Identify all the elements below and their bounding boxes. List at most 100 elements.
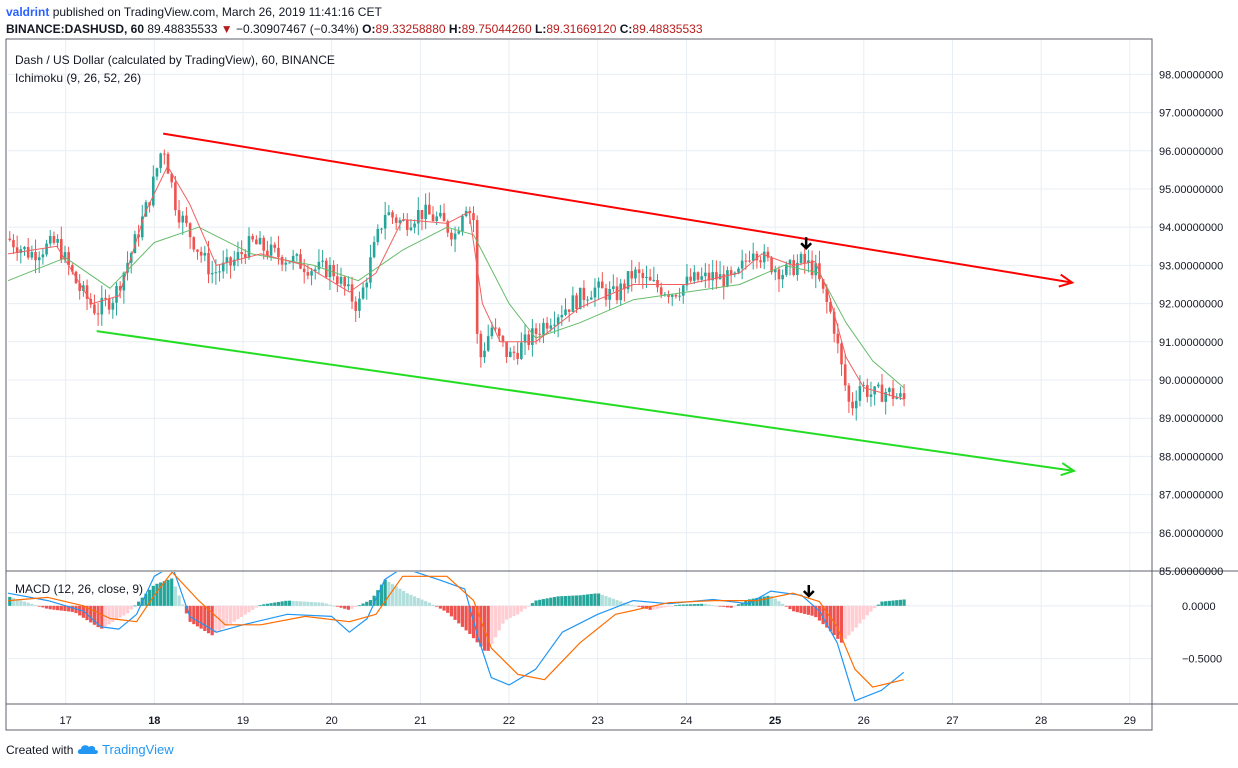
candle-body[interactable] [45, 243, 48, 255]
candle-body[interactable] [332, 264, 335, 277]
candle-body[interactable] [214, 272, 218, 274]
candle-body[interactable] [755, 253, 759, 261]
candle-body[interactable] [472, 213, 475, 221]
candle-body[interactable] [508, 351, 512, 357]
candle-body[interactable] [751, 253, 755, 261]
candle-body[interactable] [781, 274, 784, 280]
candle-body[interactable] [236, 252, 240, 260]
candle-body[interactable] [174, 182, 177, 211]
candle-body[interactable] [210, 272, 214, 275]
candle-body[interactable] [685, 276, 689, 286]
candle-body[interactable] [726, 270, 729, 287]
candle-body[interactable] [218, 271, 221, 273]
candle-body[interactable] [681, 285, 685, 296]
candle-body[interactable] [715, 272, 718, 280]
candle-body[interactable] [82, 285, 85, 291]
candle-body[interactable] [155, 168, 159, 177]
candle-body[interactable] [869, 394, 873, 397]
candle-body[interactable] [302, 268, 306, 273]
candle-body[interactable] [534, 328, 538, 334]
candle-body[interactable] [372, 242, 376, 258]
tradingview-brand[interactable]: TradingView [102, 742, 174, 757]
chart-canvas[interactable]: 17 18 19 20 21 22 23 24 25 26 27 28 29 85.00000000 86.… [0, 38, 1238, 738]
candle-body[interactable] [619, 283, 623, 301]
candle-body[interactable] [295, 254, 299, 256]
candle-body[interactable] [589, 297, 593, 300]
candle-body[interactable] [586, 299, 589, 301]
candle-body[interactable] [339, 277, 343, 284]
candle-body[interactable] [582, 287, 586, 301]
candle-body[interactable] [244, 254, 247, 258]
candle-body[interactable] [78, 283, 81, 291]
candle-body[interactable] [159, 153, 162, 169]
candle-body[interactable] [829, 301, 832, 312]
candle-body[interactable] [634, 269, 637, 279]
candle-body[interactable] [442, 212, 446, 222]
candle-body[interactable] [133, 234, 137, 254]
candle-body[interactable] [667, 294, 670, 297]
candle-body[interactable] [111, 302, 115, 310]
candle-body[interactable] [166, 153, 170, 174]
candle-body[interactable] [409, 227, 413, 230]
candle-body[interactable] [567, 309, 571, 312]
candle-body[interactable] [391, 212, 394, 218]
candle-body[interactable] [659, 287, 663, 295]
candle-body[interactable] [199, 251, 203, 256]
candle-body[interactable] [225, 257, 229, 263]
candle-body[interactable] [689, 276, 692, 281]
candle-body[interactable] [450, 232, 453, 240]
candle-body[interactable] [343, 277, 346, 287]
candle-body[interactable] [255, 239, 258, 245]
candle-body[interactable] [899, 393, 902, 397]
candle-body[interactable] [96, 313, 100, 315]
candle-body[interactable] [369, 257, 372, 283]
candle-body[interactable] [177, 210, 181, 223]
candle-body[interactable] [181, 215, 185, 223]
candle-body[interactable] [862, 385, 865, 387]
candle-body[interactable] [30, 252, 34, 258]
candle-body[interactable] [796, 262, 799, 275]
candle-body[interactable] [641, 272, 645, 279]
candle-body[interactable] [321, 260, 324, 262]
candle-body[interactable] [656, 279, 659, 288]
candle-body[interactable] [744, 260, 748, 262]
candle-body[interactable] [324, 260, 328, 278]
macd-pane[interactable] [8, 566, 906, 702]
candle-body[interactable] [593, 287, 597, 298]
author-link[interactable]: valdrint [6, 5, 50, 19]
candle-body[interactable] [501, 335, 505, 342]
candle-body[interactable] [832, 311, 836, 334]
candle-body[interactable] [85, 285, 89, 299]
candle-body[interactable] [711, 272, 715, 281]
candle-body[interactable] [12, 240, 15, 248]
candle-body[interactable] [740, 260, 744, 269]
candle-body[interactable] [825, 288, 829, 302]
candle-body[interactable] [648, 276, 652, 281]
candle-body[interactable] [553, 324, 556, 326]
candle-body[interactable] [888, 388, 891, 393]
candle-body[interactable] [347, 284, 350, 287]
candle-body[interactable] [707, 272, 711, 281]
candle-body[interactable] [207, 252, 210, 275]
candle-body[interactable] [280, 257, 284, 265]
candle-body[interactable] [858, 386, 862, 401]
candle-body[interactable] [475, 220, 479, 334]
candle-body[interactable] [420, 209, 424, 219]
candle-body[interactable] [615, 286, 619, 301]
candle-body[interactable] [100, 297, 104, 315]
candle-body[interactable] [516, 352, 519, 359]
candle-body[interactable] [376, 228, 380, 243]
candle-body[interactable] [877, 384, 880, 387]
candle-body[interactable] [63, 252, 67, 260]
candle-body[interactable] [291, 255, 295, 263]
candle-body[interactable] [571, 295, 575, 312]
candle-body[interactable] [144, 202, 148, 217]
candle-body[interactable] [770, 257, 773, 273]
candle-body[interactable] [405, 219, 409, 230]
candle-body[interactable] [163, 153, 166, 155]
candle-body[interactable] [623, 283, 626, 290]
candle-body[interactable] [196, 249, 199, 252]
candle-body[interactable] [26, 247, 30, 258]
candle-body[interactable] [170, 173, 174, 183]
price-pane[interactable] [7, 132, 1077, 477]
